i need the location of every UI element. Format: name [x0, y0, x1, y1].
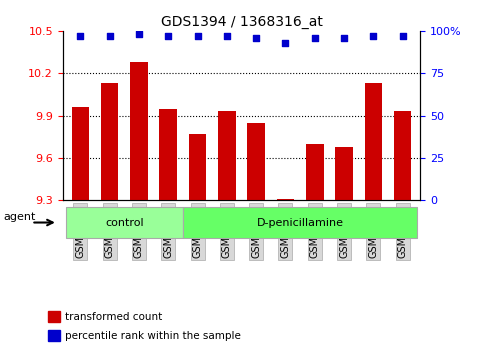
Text: D-penicillamine: D-penicillamine — [256, 218, 343, 227]
Bar — [130, 62, 148, 200]
Bar — [247, 122, 265, 200]
Bar — [159, 109, 177, 200]
Point — [135, 32, 143, 37]
Point — [164, 33, 172, 39]
Text: percentile rank within the sample: percentile rank within the sample — [65, 331, 241, 341]
Point — [194, 33, 201, 39]
Point — [311, 35, 319, 41]
Bar — [48, 311, 60, 322]
Bar — [48, 330, 60, 341]
Title: GDS1394 / 1368316_at: GDS1394 / 1368316_at — [160, 14, 323, 29]
Point — [340, 35, 348, 41]
Point — [282, 40, 289, 46]
Point — [223, 33, 231, 39]
Bar — [277, 199, 294, 200]
Text: transformed count: transformed count — [65, 312, 162, 322]
Bar — [101, 83, 118, 200]
Text: control: control — [105, 218, 143, 227]
Point — [106, 33, 114, 39]
FancyBboxPatch shape — [183, 207, 417, 238]
Text: agent: agent — [3, 213, 36, 222]
Bar — [365, 83, 382, 200]
Bar — [71, 107, 89, 200]
Point — [399, 33, 407, 39]
Point — [76, 33, 84, 39]
FancyBboxPatch shape — [66, 207, 183, 238]
Bar — [335, 147, 353, 200]
Bar — [394, 111, 412, 200]
Bar — [306, 144, 324, 200]
Bar — [189, 134, 206, 200]
Bar — [218, 111, 236, 200]
Point — [369, 33, 377, 39]
Point — [252, 35, 260, 41]
